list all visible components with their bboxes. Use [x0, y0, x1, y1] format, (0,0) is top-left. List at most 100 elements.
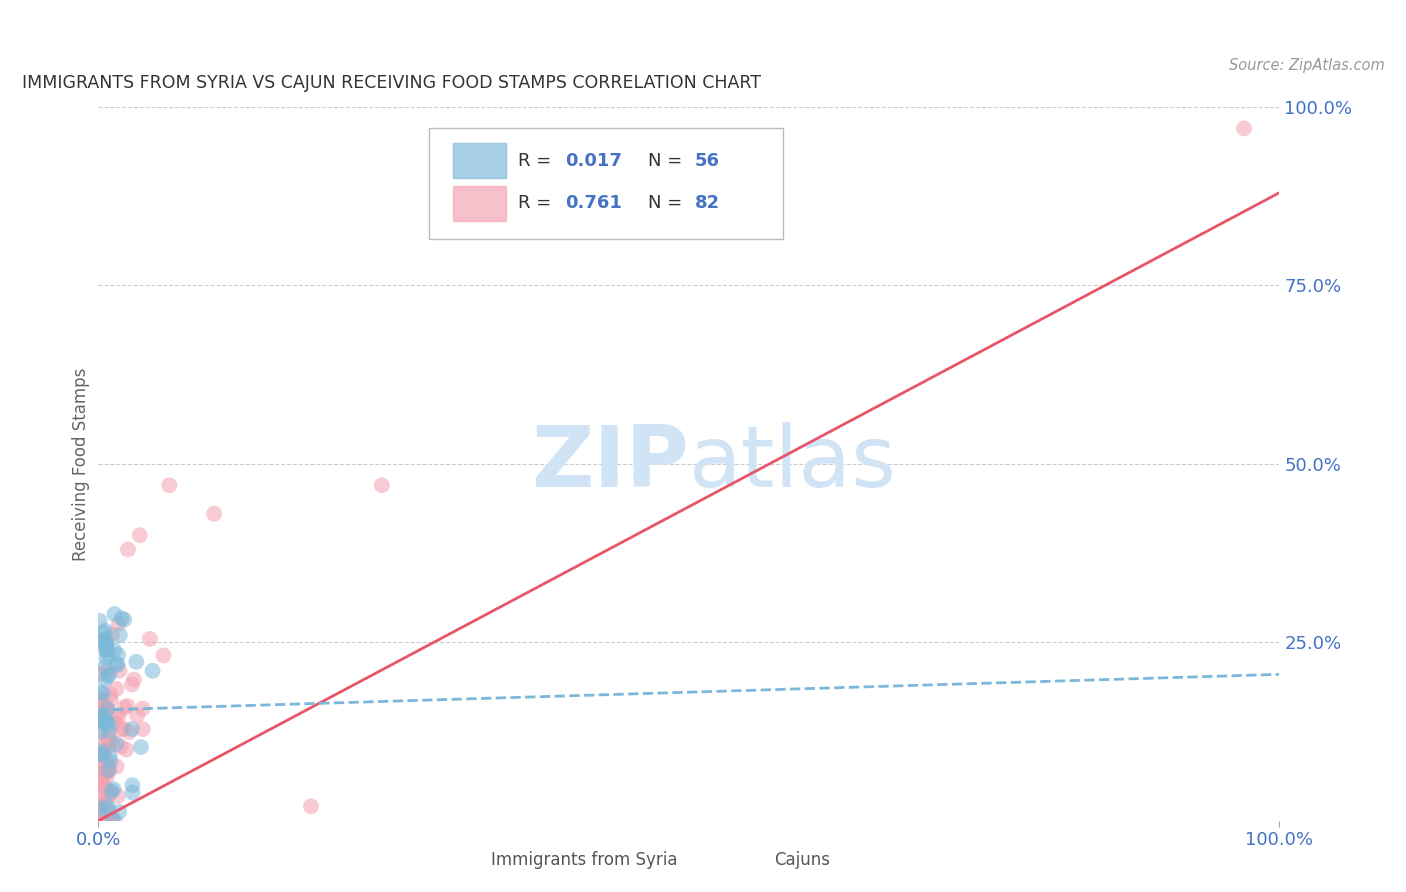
Point [105, 657, 128, 671]
Point [108, 708, 131, 723]
Point [97, 731, 120, 746]
Point [96, 702, 118, 716]
Point [96, 798, 118, 813]
Point [91, 776, 114, 790]
Point [97, 739, 120, 754]
Point [103, 643, 125, 657]
Point [100, 687, 122, 701]
Point [128, 528, 150, 542]
Point [89, 666, 111, 681]
Point [91, 764, 114, 779]
Point [100, 784, 122, 798]
Point [89, 724, 111, 739]
Point [98, 764, 121, 779]
Point [94, 714, 117, 729]
Point [91, 633, 114, 648]
Point [98, 814, 121, 828]
Point [112, 722, 135, 736]
FancyBboxPatch shape [737, 846, 766, 874]
Point [110, 739, 132, 754]
Text: Cajuns: Cajuns [773, 851, 830, 869]
Point [107, 789, 129, 803]
Text: 56: 56 [695, 152, 720, 169]
Point [97, 717, 120, 731]
Point [97, 802, 120, 816]
Point [98, 749, 121, 764]
Point [117, 698, 139, 713]
Point [90, 740, 112, 755]
Point [96, 635, 118, 649]
Point [108, 616, 131, 631]
Point [90, 814, 112, 828]
Point [96, 770, 118, 784]
Point [89, 802, 111, 816]
Point [157, 478, 180, 492]
Point [112, 613, 135, 627]
Point [121, 677, 143, 691]
Point [107, 657, 129, 672]
Point [117, 542, 139, 557]
Point [97, 764, 120, 778]
Point [93, 757, 115, 772]
Point [96, 702, 118, 716]
Point [94, 640, 117, 654]
Point [94, 673, 117, 687]
Point [89, 802, 111, 816]
Point [89, 814, 111, 828]
Point [91, 705, 114, 719]
Point [93, 796, 115, 810]
Point [89, 709, 111, 723]
Point [105, 681, 128, 696]
FancyBboxPatch shape [453, 186, 506, 221]
Point [96, 643, 118, 657]
Point [93, 814, 115, 828]
Text: IMMIGRANTS FROM SYRIA VS CAJUN RECEIVING FOOD STAMPS CORRELATION CHART: IMMIGRANTS FROM SYRIA VS CAJUN RECEIVING… [21, 74, 761, 92]
Point [97, 723, 120, 738]
Point [101, 734, 124, 748]
Text: R =: R = [517, 194, 557, 212]
Point [129, 740, 152, 755]
Point [93, 748, 115, 763]
Point [132, 722, 155, 736]
Point [89, 723, 111, 738]
Point [97, 647, 120, 661]
Point [98, 760, 121, 774]
Point [118, 725, 141, 739]
Point [299, 799, 322, 814]
Point [371, 478, 394, 492]
Point [94, 814, 117, 828]
Point [98, 667, 121, 681]
Point [96, 714, 118, 729]
Point [97, 789, 120, 804]
Point [97, 814, 120, 828]
Point [89, 814, 111, 828]
Point [110, 723, 132, 737]
Point [96, 756, 118, 770]
Point [94, 736, 117, 750]
Point [93, 660, 115, 674]
Point [97, 728, 120, 742]
Text: atlas: atlas [689, 422, 897, 506]
Point [96, 764, 118, 779]
Point [94, 632, 117, 646]
Point [94, 782, 117, 797]
Point [110, 611, 132, 625]
Point [98, 806, 121, 821]
Point [89, 767, 111, 781]
Point [104, 716, 127, 731]
Point [89, 814, 111, 828]
Point [90, 695, 112, 709]
Text: 0.761: 0.761 [565, 194, 621, 212]
Point [121, 786, 143, 800]
Point [90, 747, 112, 762]
Point [90, 714, 112, 729]
Point [89, 814, 111, 828]
Point [93, 626, 115, 640]
Point [107, 648, 129, 662]
Point [105, 737, 128, 751]
Point [96, 638, 118, 652]
Text: N =: N = [648, 152, 688, 169]
Point [105, 759, 128, 773]
FancyBboxPatch shape [453, 143, 506, 178]
Point [89, 797, 111, 811]
